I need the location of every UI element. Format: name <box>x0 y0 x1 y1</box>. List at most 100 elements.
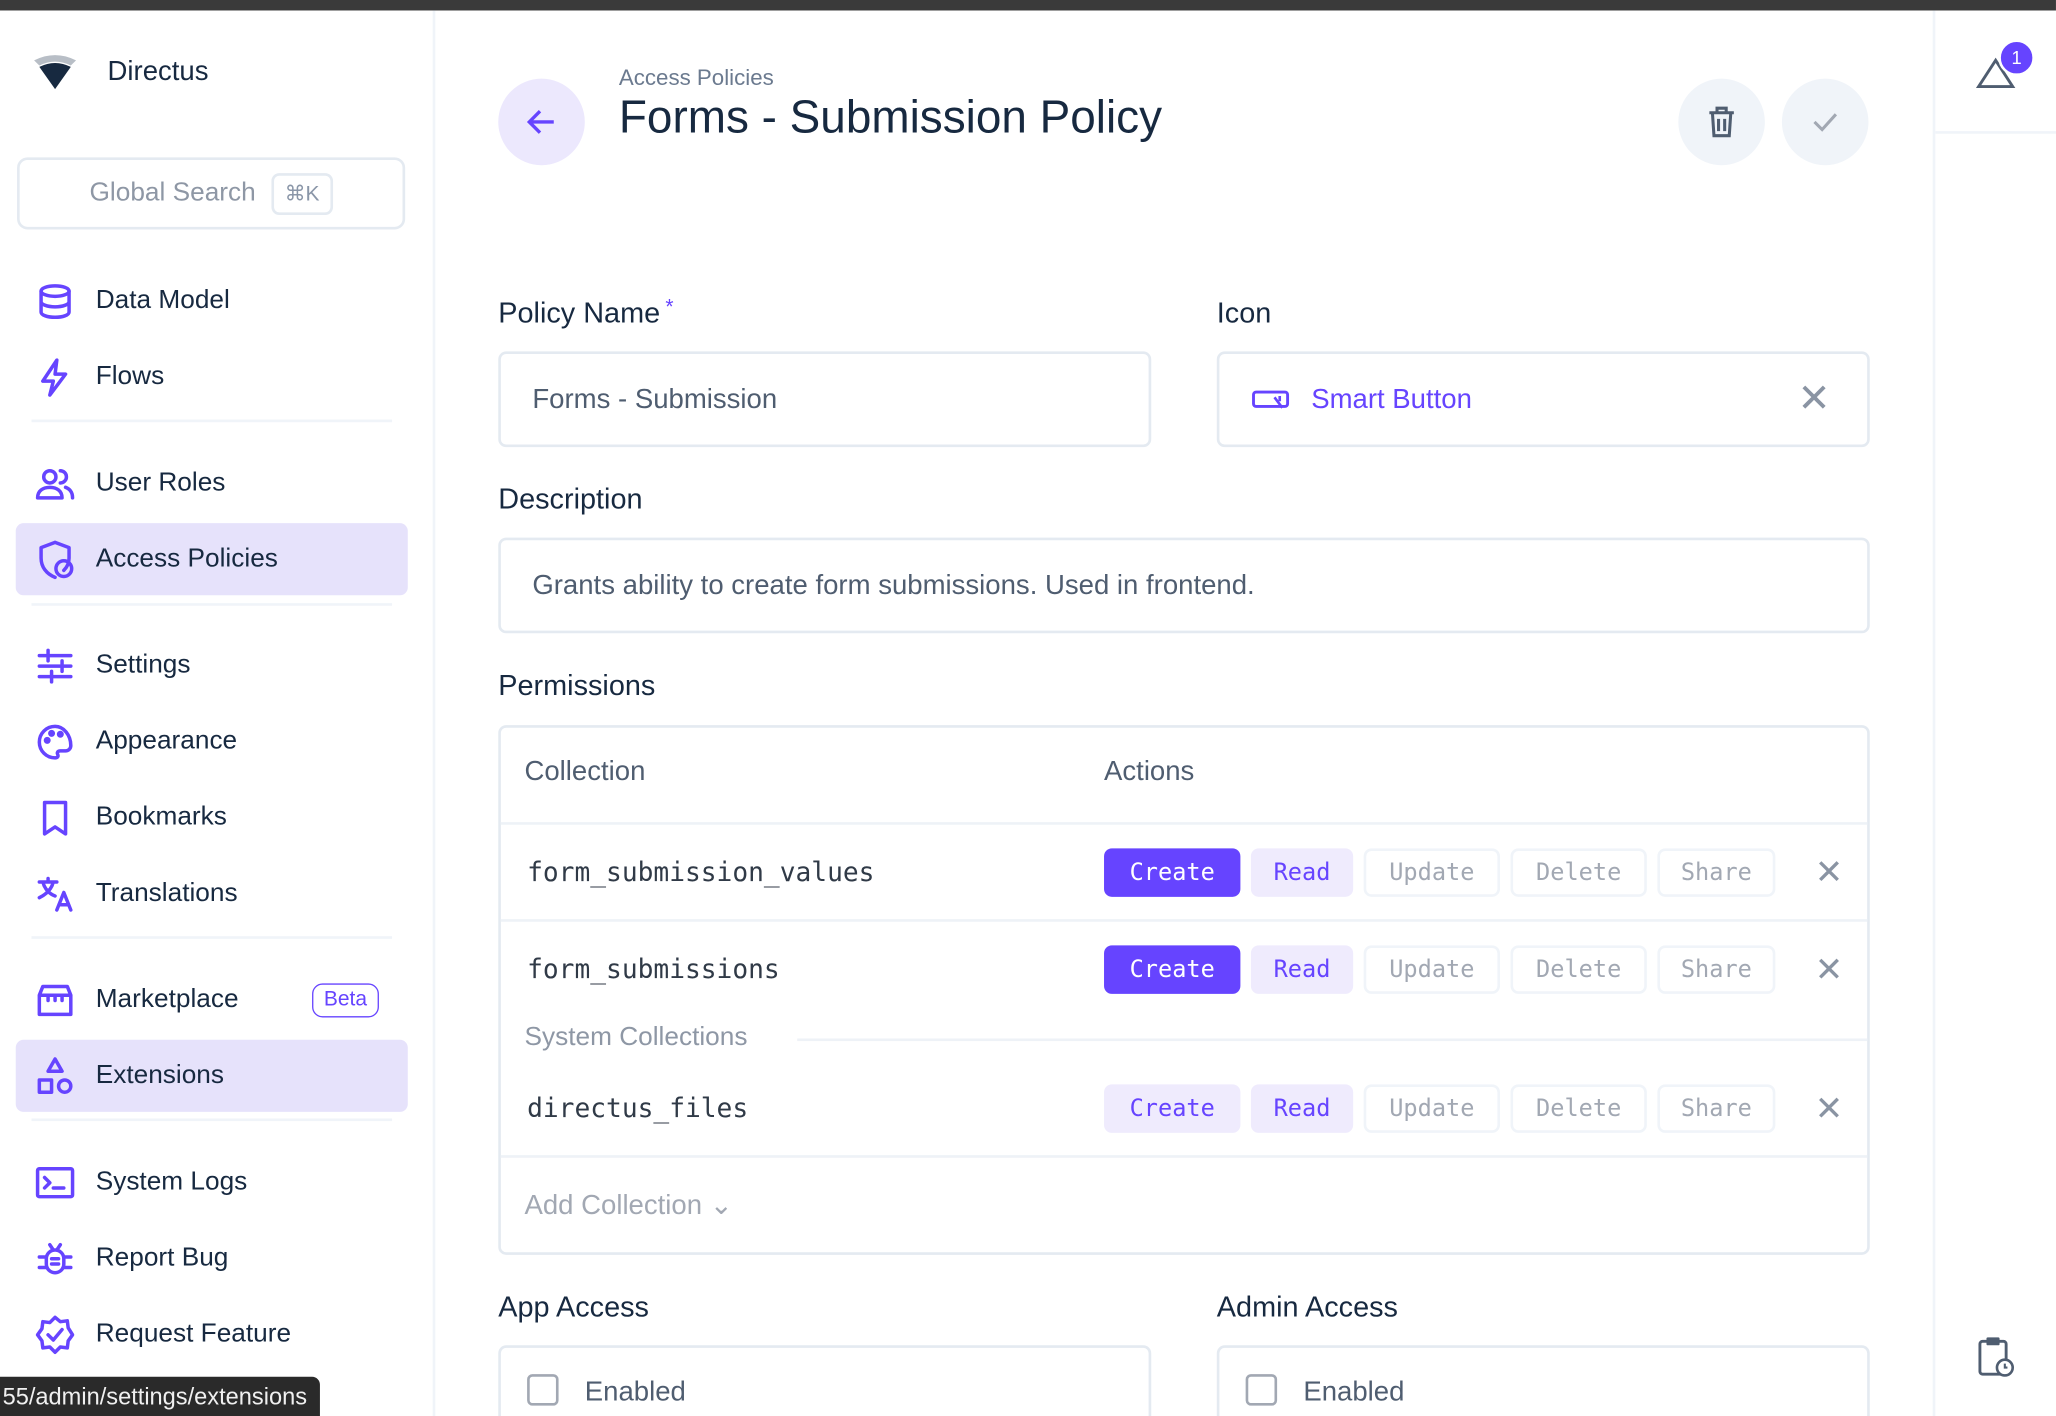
remove-collection-icon[interactable]: ✕ <box>1814 852 1844 892</box>
divider <box>797 1038 1868 1042</box>
notification-bell-icon <box>1975 57 2016 88</box>
permission-read-toggle[interactable]: Read <box>1250 1084 1354 1133</box>
policy-name-input[interactable]: Forms - Submission <box>498 351 1152 448</box>
divider <box>31 603 393 606</box>
sidebar-item-label: Appearance <box>95 726 238 756</box>
activity-button[interactable] <box>1975 1335 2017 1386</box>
clear-icon[interactable]: ✕ <box>1797 377 1831 421</box>
sidebar-item-appearance[interactable]: Appearance <box>16 705 408 777</box>
sidebar-item-access-policies[interactable]: Access Policies <box>15 523 408 596</box>
permission-read-toggle[interactable]: Read <box>1250 945 1354 994</box>
admin-access-checkbox-label: Enabled <box>1303 1376 1405 1407</box>
sidebar-item-label: Request Feature <box>95 1319 292 1348</box>
terminal-icon <box>35 1166 75 1198</box>
sidebar-item-bookmarks[interactable]: Bookmarks <box>16 781 408 853</box>
permission-share-toggle[interactable]: Share <box>1657 848 1776 897</box>
sidebar-item-label: Marketplace <box>95 984 239 1014</box>
permissions-label: Permissions <box>498 668 656 702</box>
breadcrumb[interactable]: Access Policies <box>618 65 774 91</box>
permission-share-toggle[interactable]: Share <box>1657 1084 1776 1133</box>
collection-name[interactable]: form_submissions <box>527 953 780 985</box>
sidebar: Directus Global Search ⌘K Data Model Flow… <box>0 10 436 1416</box>
sidebar-item-user-roles[interactable]: User Roles <box>16 447 408 519</box>
permission-update-toggle[interactable]: Update <box>1363 848 1501 897</box>
app-access-checkbox-label: Enabled <box>584 1376 686 1407</box>
app-access-checkbox[interactable] <box>527 1374 559 1406</box>
sidebar-item-translations[interactable]: Translations <box>16 858 408 930</box>
permission-row-actions: Create Read Update Delete Share ✕ <box>1104 1084 1843 1133</box>
clipboard-clock-icon <box>1978 1337 2015 1377</box>
bug-icon <box>37 1242 73 1274</box>
permissions-table: Collection Actions form_submission_value… <box>498 725 1870 1255</box>
divider <box>500 919 1868 922</box>
brand[interactable]: Directus <box>31 52 209 91</box>
sidebar-item-request-feature[interactable]: Request Feature <box>16 1298 408 1370</box>
sidebar-item-data-model[interactable]: Data Model <box>16 265 408 337</box>
policy-name-label-text: Policy Name <box>498 296 661 330</box>
smart-button-icon <box>1252 389 1290 408</box>
description-input[interactable]: Grants ability to create form submission… <box>498 537 1870 634</box>
sidebar-item-settings[interactable]: Settings <box>16 629 408 701</box>
app-access-label: App Access <box>498 1290 649 1324</box>
admin-access-field: Enabled <box>1216 1345 1870 1416</box>
policy-name-label: Policy Name * <box>498 296 673 330</box>
sidebar-item-report-bug[interactable]: Report Bug <box>16 1222 408 1294</box>
admin-access-checkbox[interactable] <box>1245 1374 1278 1406</box>
actions-header: Actions <box>1104 756 1195 787</box>
back-button[interactable] <box>498 78 585 166</box>
sidebar-item-label: Translations <box>95 878 238 908</box>
permission-update-toggle[interactable]: Update <box>1363 1084 1501 1133</box>
save-button[interactable] <box>1781 78 1869 166</box>
arrow-left-icon <box>526 110 554 134</box>
add-collection-label: Add Collection <box>524 1190 703 1221</box>
permission-create-toggle[interactable]: Create <box>1104 848 1241 897</box>
permission-delete-toggle[interactable]: Delete <box>1510 945 1647 994</box>
main-content: Access Policies Forms - Submission Polic… <box>435 10 1932 1416</box>
right-sidebar: 1 <box>1932 10 2056 1416</box>
sidebar-item-system-logs[interactable]: System Logs <box>16 1146 408 1218</box>
collection-header: Collection <box>524 756 646 787</box>
collection-name[interactable]: form_submission_values <box>527 856 875 888</box>
icon-select[interactable]: Smart Button ✕ <box>1216 351 1870 448</box>
system-collections-label: System Collections <box>524 1022 748 1052</box>
description-label: Description <box>498 482 643 516</box>
divider <box>31 936 393 939</box>
remove-collection-icon[interactable]: ✕ <box>1814 949 1844 989</box>
verified-icon <box>35 1314 75 1354</box>
sidebar-item-flows[interactable]: Flows <box>16 341 408 413</box>
sidebar-item-label: User Roles <box>95 468 226 497</box>
chevron-down-icon: ⌄ <box>709 1190 733 1221</box>
permission-create-toggle[interactable]: Create <box>1104 1084 1241 1133</box>
notifications-button[interactable]: 1 <box>1975 39 2035 98</box>
collection-name[interactable]: directus_files <box>527 1092 749 1124</box>
permission-delete-toggle[interactable]: Delete <box>1510 848 1647 897</box>
divider <box>1935 131 2056 134</box>
sidebar-item-label: Data Model <box>95 285 230 315</box>
permission-update-toggle[interactable]: Update <box>1363 945 1501 994</box>
policy-name-value: Forms - Submission <box>532 383 778 414</box>
sidebar-item-extensions[interactable]: Extensions <box>15 1039 408 1112</box>
sidebar-item-label: Settings <box>95 650 191 680</box>
window-top-bar <box>0 0 2056 11</box>
notification-count-badge: 1 <box>1998 39 2035 77</box>
delete-button[interactable] <box>1678 78 1765 166</box>
directus-logo-icon <box>34 55 77 90</box>
remove-collection-icon[interactable]: ✕ <box>1814 1088 1844 1128</box>
shapes-icon <box>37 1056 73 1094</box>
sidebar-item-label: Bookmarks <box>95 802 227 832</box>
permission-create-toggle[interactable]: Create <box>1104 945 1241 994</box>
permission-share-toggle[interactable]: Share <box>1657 945 1776 994</box>
permission-delete-toggle[interactable]: Delete <box>1510 1084 1647 1133</box>
sidebar-item-label: Report Bug <box>95 1243 229 1272</box>
sidebar-item-label: Flows <box>95 361 165 391</box>
add-collection-button[interactable]: Add Collection ⌄ <box>524 1189 732 1222</box>
global-search-input[interactable]: Global Search ⌘K <box>17 157 406 230</box>
status-bar-url: 55/admin/settings/extensions <box>0 1376 321 1416</box>
beta-badge: Beta <box>312 982 379 1017</box>
permission-row-actions: Create Read Update Delete Share ✕ <box>1104 945 1843 994</box>
permission-read-toggle[interactable]: Read <box>1250 848 1354 897</box>
sidebar-item-marketplace[interactable]: Marketplace Beta <box>16 964 408 1036</box>
users-icon <box>35 468 75 499</box>
trash-icon <box>1709 106 1734 138</box>
database-icon <box>39 283 71 319</box>
